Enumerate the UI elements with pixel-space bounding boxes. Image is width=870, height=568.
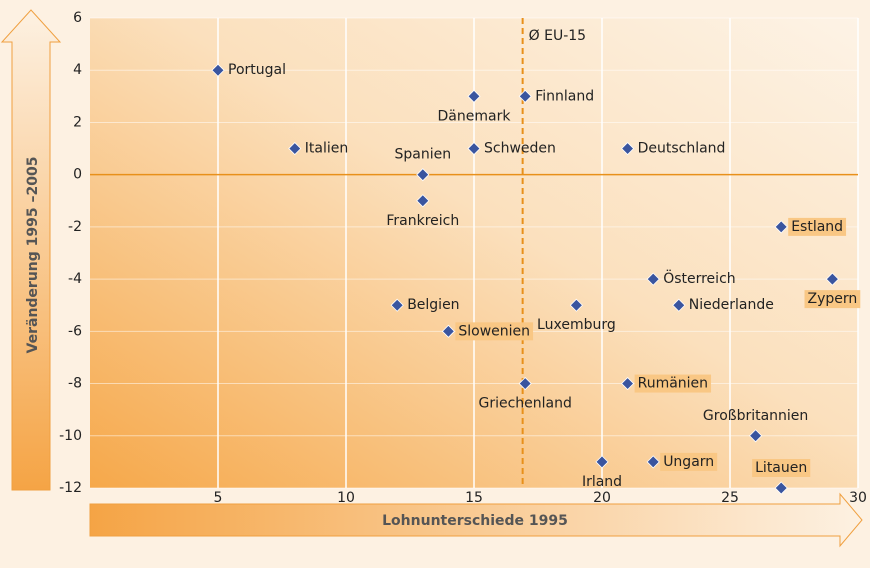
point-label: Griechenland	[478, 396, 571, 412]
x-axis-arrow	[89, 492, 863, 548]
point	[518, 89, 532, 103]
point-label: Rumänien	[638, 376, 708, 392]
point	[569, 298, 583, 312]
x-tick-label: 25	[721, 490, 739, 506]
y-tick-label: 4	[73, 62, 82, 78]
label-highlight	[752, 459, 811, 477]
y-tick-label: 0	[73, 167, 82, 183]
point	[672, 298, 686, 312]
point-label: Belgien	[407, 297, 459, 313]
point-label: Schweden	[484, 141, 556, 157]
y-tick-label: -4	[68, 271, 82, 287]
x-tick-label: 15	[465, 490, 483, 506]
y-tick-label: 2	[73, 114, 82, 130]
x-tick-label: 10	[337, 490, 355, 506]
x-tick-label: 30	[849, 490, 867, 506]
point-label: Italien	[305, 141, 348, 157]
point-label: Slowenien	[458, 323, 530, 339]
point-label: Irland	[582, 474, 622, 490]
point-label: Zypern	[808, 291, 858, 307]
label-highlight	[455, 322, 534, 341]
point	[621, 376, 635, 391]
reference-label: Ø EU-15	[529, 28, 586, 44]
x-axis-title: Lohnunterschiede 1995	[382, 513, 568, 529]
point	[441, 324, 455, 338]
point-label: Litauen	[755, 460, 807, 476]
y-tick-label: -12	[59, 480, 82, 496]
point	[595, 455, 609, 469]
point	[774, 481, 788, 495]
point-label: Großbritannien	[703, 408, 808, 424]
point	[646, 455, 660, 469]
point	[211, 63, 225, 77]
point-label: Portugal	[228, 62, 286, 78]
point	[390, 298, 404, 312]
point	[749, 429, 763, 443]
point	[467, 141, 481, 156]
y-tick-label: -10	[59, 428, 82, 444]
label-highlight	[788, 217, 847, 236]
x-tick-label: 5	[214, 490, 223, 506]
point-label: Luxemburg	[537, 317, 616, 333]
point	[416, 168, 430, 182]
point-label: Niederlande	[689, 297, 774, 313]
y-axis-arrow	[0, 9, 62, 491]
point-label: Estland	[791, 219, 843, 235]
point-label: Deutschland	[638, 141, 726, 157]
y-tick-label: -2	[68, 219, 82, 235]
label-highlight	[660, 452, 718, 471]
x-tick-label: 20	[593, 490, 611, 506]
point	[825, 272, 839, 286]
point	[646, 272, 660, 286]
point-label: Ungarn	[663, 454, 714, 470]
point	[774, 220, 788, 234]
point-label: Österreich	[663, 269, 735, 287]
label-highlight	[804, 290, 861, 309]
point	[467, 89, 481, 103]
point-label: Finnland	[535, 88, 594, 104]
point	[416, 194, 430, 208]
point-label: Spanien	[394, 147, 451, 163]
y-tick-label: -8	[68, 376, 82, 392]
y-tick-label: 6	[73, 10, 82, 26]
point	[518, 376, 532, 391]
point-label: Dänemark	[438, 108, 512, 124]
point-label: Frankreich	[386, 213, 459, 229]
y-tick-label: -6	[68, 323, 82, 339]
label-highlight	[634, 374, 712, 393]
y-axis-title: Veränderung 1995 –2005	[25, 157, 41, 354]
point	[621, 141, 635, 156]
point	[288, 141, 302, 156]
